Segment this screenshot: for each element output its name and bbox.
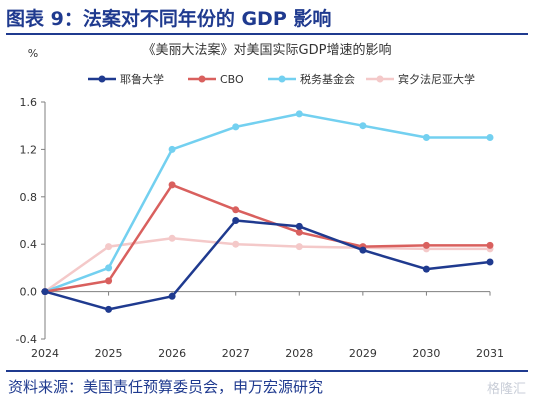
data-point [486, 241, 494, 249]
x-tick-label: 2031 [476, 347, 504, 360]
legend-label: 耶鲁大学 [120, 72, 164, 86]
data-point [422, 265, 430, 273]
legend-item: 耶鲁大学 [88, 72, 164, 86]
data-point [295, 228, 303, 236]
data-point [232, 240, 240, 248]
chart-title: 《美丽大法案》对美国实际GDP增速的影响 [143, 42, 392, 58]
data-point [232, 206, 240, 214]
x-tick-label: 2029 [349, 347, 377, 360]
legend-swatch-marker [98, 75, 106, 83]
legend-label: 税务基金会 [300, 72, 355, 86]
data-point [168, 145, 176, 153]
data-point [486, 134, 494, 141]
y-tick-label: 1.6 [20, 96, 38, 109]
footer-divider [6, 370, 528, 372]
y-tick-label: 0.8 [20, 191, 38, 204]
y-tick-label: 0.0 [20, 286, 38, 299]
data-point [168, 181, 176, 189]
legend: 耶鲁大学 CBO 税务基金会 宾夕法尼亚大学 [88, 72, 475, 86]
data-point [232, 123, 240, 131]
legend-swatch-marker [376, 75, 384, 83]
data-point [168, 292, 176, 300]
y-axis-unit: % [28, 47, 38, 60]
data-point [422, 241, 430, 249]
source-note: 资料来源：美国责任预算委员会，申万宏源研究 [8, 378, 324, 396]
x-tick-label: 2024 [31, 347, 59, 360]
series-2 [41, 110, 494, 296]
data-point [41, 288, 49, 296]
data-point [105, 264, 113, 272]
data-point [422, 134, 430, 141]
x-tick-label: 2027 [222, 347, 250, 360]
series-group [41, 110, 494, 313]
series-line [44, 237, 490, 293]
y-tick-label: -0.4 [16, 333, 37, 346]
axes: -0.4 0.0 0.4 0.8 1.2 1.6 2024 2025 2026 2027 2028 2… [16, 96, 504, 360]
data-point [105, 243, 113, 251]
legend-item: 宾夕法尼亚大学 [366, 72, 475, 86]
x-tick-label: 2030 [412, 347, 440, 360]
data-point [486, 258, 494, 266]
title-divider [6, 33, 528, 35]
data-point [295, 222, 303, 230]
data-point [295, 110, 303, 118]
figure-title: 图表 9：法案对不同年份的 GDP 影响 [6, 8, 332, 30]
line-chart: 《美丽大法案》对美国实际GDP增速的影响 % 耶鲁大学 CBO 税务基金会 宾夕法尼亚… [16, 42, 504, 360]
data-point [359, 122, 367, 130]
data-point [295, 243, 303, 251]
series-0 [41, 217, 494, 313]
x-tick-label: 2028 [285, 347, 313, 360]
data-point [232, 217, 240, 224]
y-tick-label: 1.2 [20, 143, 38, 156]
data-point [105, 305, 113, 313]
series-1 [41, 181, 494, 296]
legend-swatch-marker [278, 75, 286, 83]
x-tick-label: 2025 [95, 347, 123, 360]
data-point [168, 234, 176, 242]
legend-label: 宾夕法尼亚大学 [398, 72, 475, 86]
y-tick-label: 0.4 [20, 238, 38, 251]
legend-swatch-marker [198, 75, 206, 83]
data-point [359, 246, 367, 254]
legend-item: 税务基金会 [268, 72, 355, 86]
x-tick-label: 2026 [158, 347, 186, 360]
legend-item: CBO [188, 73, 244, 86]
data-point [105, 277, 113, 285]
watermark: 格隆汇 [486, 382, 526, 397]
series-line [44, 112, 490, 293]
series-line [44, 219, 491, 311]
legend-label: CBO [220, 73, 244, 86]
series-line [44, 183, 490, 293]
